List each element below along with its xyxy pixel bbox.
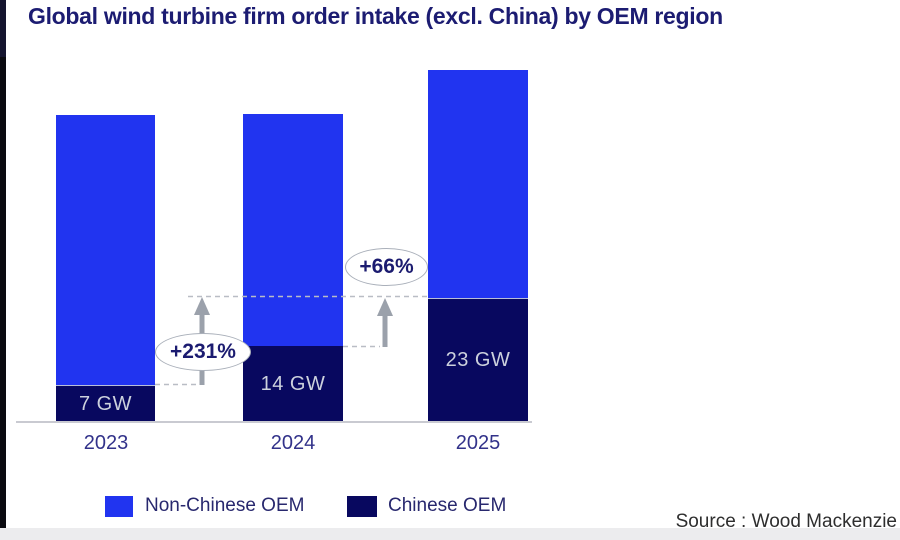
bar-2025-chinese-value-label: 23 GW xyxy=(445,349,511,371)
legend-swatch-non-chinese-oem xyxy=(105,496,133,517)
growth-arrow-2024-head xyxy=(377,298,393,316)
bar-2025-non-chinese-segment xyxy=(428,70,528,298)
source-note: Source : Wood Mackenzie xyxy=(675,511,897,532)
legend-label-non-chinese-oem: Non-Chinese OEM xyxy=(145,495,305,516)
growth-arrow-2023-head xyxy=(194,297,210,315)
x-tick-2025: 2025 xyxy=(455,432,501,454)
chart-title: Global wind turbine firm order intake (e… xyxy=(28,3,723,29)
legend-label-chinese-oem: Chinese OEM xyxy=(388,495,507,516)
legend-swatch-chinese-oem xyxy=(347,496,377,517)
bottom-gray-band xyxy=(0,528,900,540)
x-tick-2023: 2023 xyxy=(83,432,129,454)
x-axis-line xyxy=(16,421,532,423)
bar-2023-chinese-segment: 7 GW xyxy=(56,385,155,422)
bar-2024-chinese-value-label: 14 GW xyxy=(260,372,326,395)
left-edge-strip xyxy=(0,0,6,529)
bar-2024-chinese-segment: 14 GW xyxy=(243,346,343,422)
bar-2025-chinese-segment: 23 GW xyxy=(428,298,528,422)
bar-2023-non-chinese-segment xyxy=(56,115,155,385)
bar-2024-non-chinese-segment xyxy=(243,114,343,346)
left-edge-strip-top xyxy=(0,0,6,57)
bar-2023-chinese-value-label: 7 GW xyxy=(78,392,133,415)
growth-annotation-66: +66% xyxy=(345,248,428,286)
x-tick-2024: 2024 xyxy=(270,432,316,454)
growth-annotation-231: +231% xyxy=(155,333,251,371)
